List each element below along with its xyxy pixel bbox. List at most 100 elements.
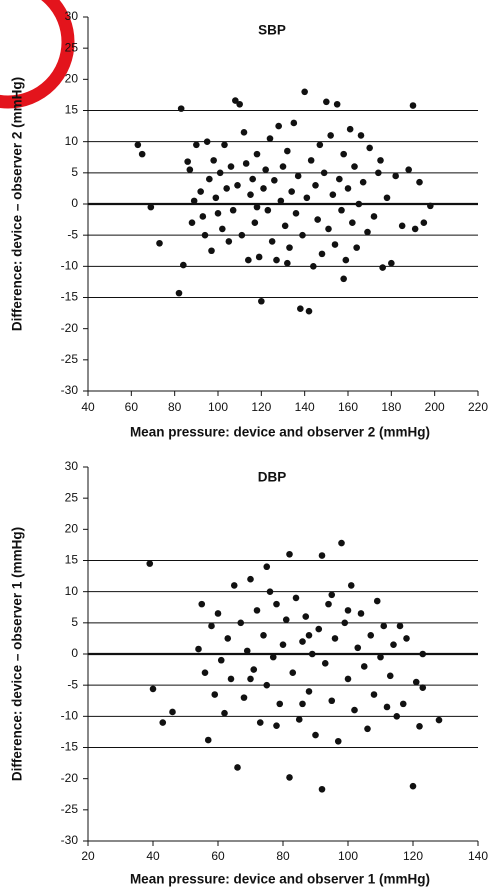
y-tick-label: -20	[61, 321, 79, 335]
point	[284, 147, 291, 155]
point	[364, 725, 371, 733]
point	[229, 206, 237, 214]
point	[250, 666, 258, 673]
point	[258, 297, 265, 305]
y-tick-label: -20	[61, 771, 79, 785]
y-tick-label: 15	[65, 553, 79, 567]
point	[364, 228, 371, 236]
point	[340, 275, 347, 283]
point	[354, 644, 362, 652]
point	[238, 231, 246, 239]
point	[268, 238, 276, 245]
point	[373, 597, 381, 605]
point	[180, 261, 187, 269]
point	[253, 607, 261, 614]
x-tick-label: 120	[403, 849, 423, 863]
y-tick-label: 30	[65, 459, 79, 473]
point	[329, 191, 337, 198]
point	[303, 194, 311, 202]
x-tick-label: 140	[468, 849, 488, 863]
point	[344, 675, 352, 683]
x-tick-label: 100	[208, 400, 228, 414]
point	[201, 231, 209, 239]
point	[325, 600, 332, 608]
point	[427, 202, 434, 210]
x-tick-label: 60	[125, 400, 139, 414]
point	[279, 163, 287, 170]
point	[316, 141, 324, 149]
y-tick-label: -30	[61, 833, 79, 847]
point	[269, 653, 277, 661]
point	[398, 222, 406, 230]
x-tick-label: 120	[251, 400, 271, 414]
x-axis-title: Mean pressure: device and observer 2 (mm…	[130, 425, 430, 440]
point	[199, 213, 207, 220]
point	[314, 216, 321, 223]
point	[230, 582, 238, 589]
point	[420, 219, 428, 226]
point	[336, 175, 343, 183]
point	[411, 225, 419, 233]
x-tick-label: 180	[381, 400, 401, 414]
point	[301, 88, 308, 96]
point	[249, 175, 256, 183]
point	[409, 102, 417, 109]
point	[377, 653, 384, 661]
x-tick-label: 80	[168, 400, 182, 414]
y-tick-label: -15	[61, 740, 79, 754]
point	[247, 191, 254, 198]
point	[305, 688, 313, 695]
point	[295, 716, 303, 723]
point	[236, 100, 243, 108]
point	[328, 591, 336, 599]
point	[327, 132, 334, 139]
point	[227, 163, 235, 170]
y-tick-label: 10	[65, 584, 79, 598]
point	[188, 219, 196, 226]
point	[146, 560, 154, 567]
point	[338, 206, 345, 214]
point	[390, 641, 397, 648]
point	[214, 210, 222, 217]
point	[351, 706, 358, 714]
x-tick-label: 220	[468, 400, 488, 414]
point	[219, 225, 226, 233]
point	[367, 632, 375, 639]
point	[273, 722, 280, 729]
point	[138, 150, 146, 158]
point	[340, 150, 347, 158]
point	[294, 172, 302, 180]
point	[307, 157, 315, 164]
point	[281, 222, 289, 230]
point	[156, 239, 163, 247]
point	[299, 700, 306, 708]
y-axis-title: Difference: device – observer 2 (mmHg)	[10, 77, 25, 331]
point	[217, 656, 225, 664]
point	[186, 166, 194, 174]
point	[286, 550, 293, 558]
point	[256, 719, 264, 726]
point	[214, 610, 222, 617]
point	[255, 253, 263, 261]
point	[242, 160, 250, 167]
point	[292, 594, 300, 602]
point	[263, 681, 271, 689]
point	[380, 622, 388, 630]
point	[320, 169, 328, 177]
point	[286, 244, 293, 251]
point	[312, 731, 319, 739]
y-tick-label: 25	[65, 40, 79, 54]
point	[419, 684, 427, 691]
y-tick-label: 10	[65, 134, 79, 148]
y-tick-label: -5	[67, 227, 78, 241]
y-tick-label: 0	[71, 646, 78, 660]
y-tick-label: -15	[61, 290, 79, 304]
y-tick-label: 5	[71, 615, 78, 629]
y-tick-label: -10	[61, 709, 79, 723]
point	[234, 764, 241, 771]
point	[240, 129, 248, 136]
point	[224, 635, 232, 642]
point	[383, 703, 391, 711]
point	[208, 247, 215, 255]
point	[346, 125, 354, 133]
